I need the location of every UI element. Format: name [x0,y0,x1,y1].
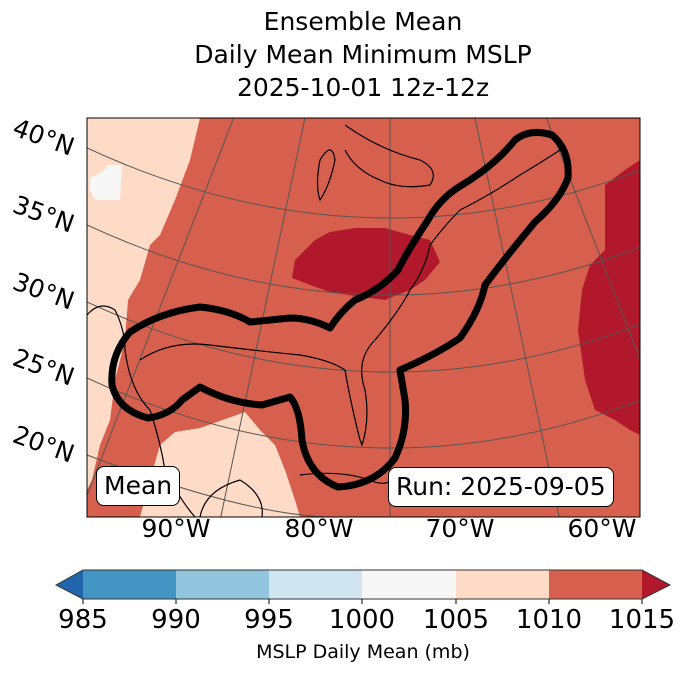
colorbar-over-arrow [642,570,670,599]
mean-label-box: Mean [96,466,181,506]
colorbar-label: MSLP Daily Mean (mb) [256,641,470,663]
meridian-70w [474,118,560,517]
run-date-box: Run: 2025-09-05 [388,467,614,507]
colorbar-bin-1000-1005 [362,570,456,599]
colorbar-bin-995-1000 [269,570,363,599]
lon-label-70w: 70°W [425,514,495,543]
title-line-2: Daily Mean Minimum MSLP [194,40,532,69]
field-1015-atlantic [578,160,640,435]
field-1000-patch [90,165,122,200]
colorbar-tick-995: 995 [244,605,294,635]
map-frame [86,117,641,518]
lon-label-80w: 80°W [284,514,354,543]
colorbar-bin-1010-1015 [549,570,642,599]
title-line-1: Ensemble Mean [263,7,463,36]
colorbar-tick-1005: 1005 [422,605,490,635]
parallel-25n [87,377,640,449]
colorbar-bin-1005-1010 [456,570,550,599]
colorbar-tick-985: 985 [58,605,108,635]
colorbar-tick-1010: 1010 [515,605,583,635]
colorbar-bin-985-990 [83,570,177,599]
field-1015-ohio [292,228,440,300]
field-1005-west [87,118,200,490]
lon-label-90w: 90°W [141,514,211,543]
meridian-90w [87,118,235,496]
lon-label-60w: 60°W [567,514,637,543]
colorbar-under-arrow [56,570,83,599]
contour-outline [108,128,572,491]
colorbar-bin-990-995 [176,570,270,599]
colorbar-tick-990: 990 [151,605,201,635]
title-line-3: 2025-10-01 12z-12z [236,73,490,102]
meridian-65w [545,118,640,360]
colorbar-tick-1015: 1015 [608,605,676,635]
colorbar-tick-1000: 1000 [328,605,396,635]
colorbar [54,569,672,604]
parallel-30n [87,301,640,373]
